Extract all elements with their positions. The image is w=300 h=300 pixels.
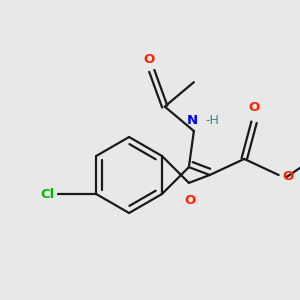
Text: O: O (184, 194, 196, 207)
Text: Cl: Cl (40, 188, 54, 200)
Text: O: O (143, 53, 154, 66)
Text: O: O (283, 170, 294, 184)
Text: N: N (186, 114, 197, 127)
Text: O: O (248, 101, 260, 114)
Text: -H: -H (206, 114, 220, 127)
